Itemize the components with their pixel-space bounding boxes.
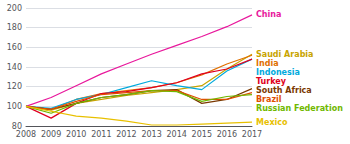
svg-text:China: China [256,10,281,19]
svg-text:2013: 2013 [141,130,161,139]
svg-text:120: 120 [7,82,22,91]
svg-text:2017: 2017 [242,130,262,139]
svg-text:2010: 2010 [66,130,86,139]
svg-text:180: 180 [7,23,22,32]
svg-text:India: India [256,59,279,68]
svg-text:2012: 2012 [116,130,136,139]
svg-text:2009: 2009 [41,130,61,139]
svg-text:South Africa: South Africa [256,86,312,95]
svg-text:Saudi Arabia: Saudi Arabia [256,50,314,59]
svg-text:Turkey: Turkey [256,77,287,86]
svg-text:2011: 2011 [91,130,111,139]
svg-text:2008: 2008 [16,130,36,139]
svg-text:140: 140 [7,63,22,72]
svg-text:100: 100 [7,102,22,111]
svg-text:2015: 2015 [192,130,212,139]
svg-text:Russian Federation: Russian Federation [256,104,343,113]
svg-text:Indonesia: Indonesia [256,68,300,77]
svg-text:Mexico: Mexico [256,118,288,127]
svg-text:2014: 2014 [166,130,186,139]
svg-text:80: 80 [11,121,22,131]
svg-text:160: 160 [7,43,22,52]
svg-text:Brazil: Brazil [256,95,282,104]
svg-text:2016: 2016 [217,130,237,139]
svg-text:200: 200 [7,4,22,13]
